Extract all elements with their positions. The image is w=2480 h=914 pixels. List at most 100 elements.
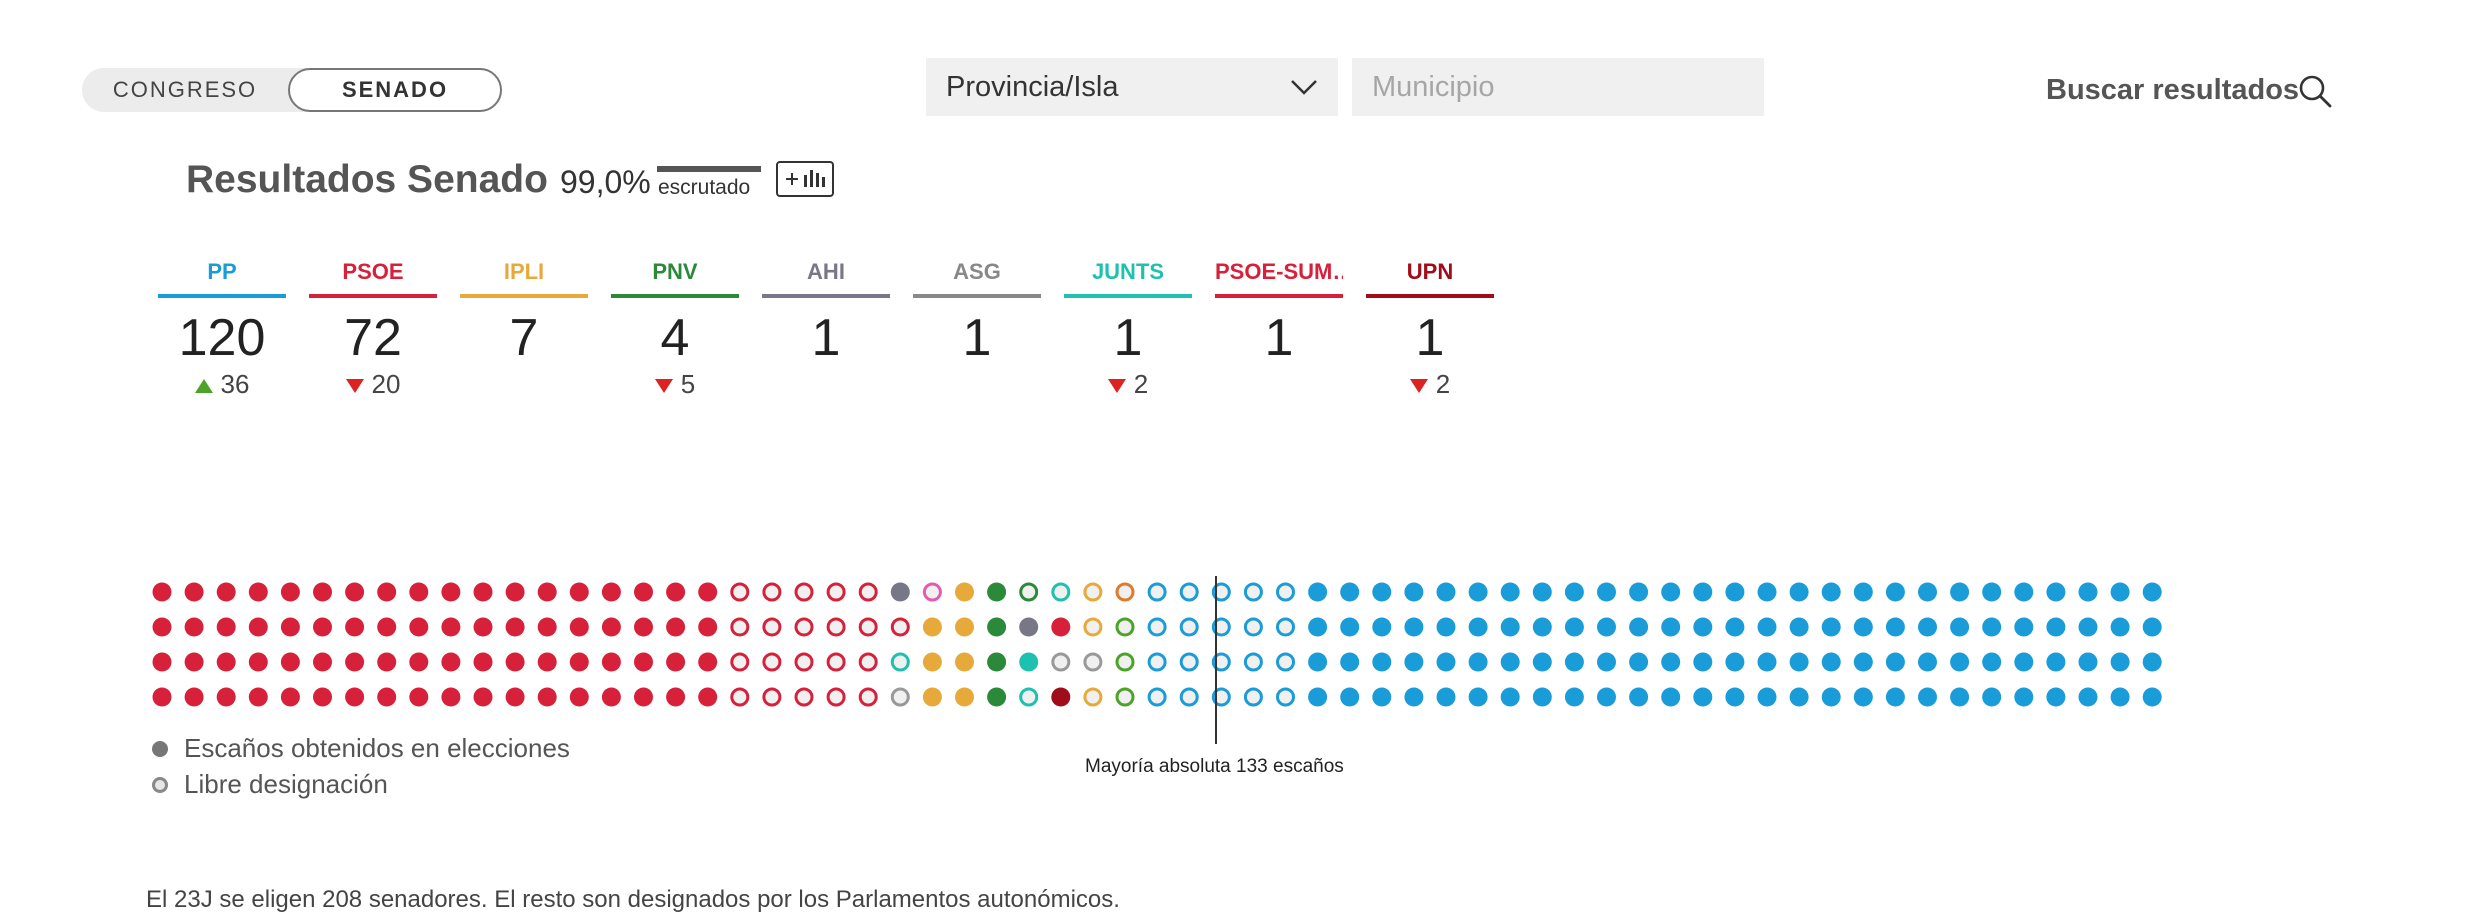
senado-option[interactable]: SENADO [288,68,502,112]
seat-elected [1564,687,1584,707]
seat-elected [505,617,525,637]
seat-designated [890,687,910,707]
seat-designated [1115,687,1135,707]
seat-elected [409,652,429,672]
seat-designated [1083,687,1103,707]
party-seat-change: 36 [158,368,286,400]
seat-designated [794,687,814,707]
seat-elected [1436,617,1456,637]
provincia-select[interactable]: Provincia/Isla [926,58,1338,116]
seat-elected [1597,687,1616,707]
seat-elected [1918,652,1937,672]
seat-elected [248,687,268,707]
party-column-ahi[interactable]: AHI 1 [762,256,890,400]
seat-designated [1051,652,1071,672]
seat-elected [2110,582,2130,602]
seat-elected [1661,582,1681,602]
seat-elected [313,582,332,602]
seat-elected [2014,652,2034,672]
seat-elected [280,687,300,707]
seat-elected [377,687,397,707]
seat-elected [1308,687,1328,707]
seat-elected [1564,582,1584,602]
seat-elected [2014,687,2034,707]
seat-elected [1372,687,1392,707]
seat-elected [152,582,172,602]
seat-elected [1693,617,1713,637]
seat-elected [1661,617,1681,637]
seat-elected [2142,687,2162,707]
seat-elected [1629,582,1649,602]
seat-elected [152,687,172,707]
seat-elected [184,617,204,637]
scrutiny-bar [657,166,761,172]
seat-elected [1821,652,1841,672]
party-color-line [913,294,1041,298]
seat-elected [1661,652,1681,672]
seat-elected [2078,617,2098,637]
seat-elected [1821,687,1841,707]
search-icon[interactable] [2298,74,2334,110]
seat-elected [152,652,172,672]
party-column-psoe[interactable]: PSOE 72 20 [309,256,437,400]
seat-elected [1725,582,1745,602]
municipio-placeholder: Municipio [1372,71,1495,103]
party-seats: 1 [1415,309,1445,367]
seat-elected [1564,652,1584,672]
seat-designated [1115,652,1135,672]
seat-elected [601,582,621,602]
seat-designated [1211,617,1231,637]
seat-elected [313,652,332,672]
arrow-up-icon [194,379,213,394]
seat-designated [762,582,782,602]
party-name: PP [207,259,237,284]
chart-toggle-button[interactable] [776,161,834,197]
party-column-pp[interactable]: PP 120 36 [158,256,286,400]
arrow-down-icon [1409,379,1428,394]
seat-designated [858,582,878,602]
seat-elected [473,687,493,707]
seat-elected [1629,687,1649,707]
party-column-psoe-sum-[interactable]: PSOE-SUM… 1 [1215,256,1343,400]
seat-elected [1436,652,1456,672]
seat-elected [2014,582,2034,602]
seat-elected [569,652,589,672]
seat-elected [505,687,525,707]
seat-elected [2078,582,2098,602]
party-seat-change: 20 [309,368,437,400]
seat-elected [1372,617,1392,637]
seat-elected [1308,652,1328,672]
seat-elected [1982,652,2002,672]
party-color-line [1366,294,1494,298]
congreso-option[interactable]: CONGRESO [112,77,258,102]
party-seats: 1 [1113,309,1143,367]
seat-designated [1211,582,1231,602]
seat-elected [537,687,557,707]
seat-elected [1468,582,1488,602]
party-name: IPLI [503,259,545,284]
party-column-upn[interactable]: UPN 1 2 [1366,256,1494,400]
seat-elected [1853,582,1873,602]
seat-designated [1276,687,1295,707]
provincia-select-label: Provincia/Isla [946,71,1119,103]
chamber-toggle[interactable]: CONGRESO SENADO [82,68,502,112]
municipio-input[interactable]: Municipio [1352,58,1764,116]
seat-elected [698,617,718,637]
seat-elected [1532,617,1552,637]
seat-elected [537,652,557,672]
party-column-ipli[interactable]: IPLI 7 [460,256,588,400]
seat-elected [1950,617,1970,637]
seat-elected [345,652,365,672]
seat-elected [666,617,686,637]
party-color-line [309,294,437,298]
party-column-pnv[interactable]: PNV 4 5 [611,256,739,400]
seat-elected [2046,652,2066,672]
party-column-junts[interactable]: JUNTS 1 2 [1064,256,1192,400]
party-color-line [611,294,739,298]
seat-designated [1179,582,1199,602]
search-results-button[interactable]: Buscar resultados [2046,74,2300,106]
chevron-down-icon [1291,80,1317,95]
party-name: PNV [652,259,698,284]
party-column-asg[interactable]: ASG 1 [913,256,1041,400]
footer-note: El 23J se eligen 208 senadores. El resto… [146,886,1120,913]
